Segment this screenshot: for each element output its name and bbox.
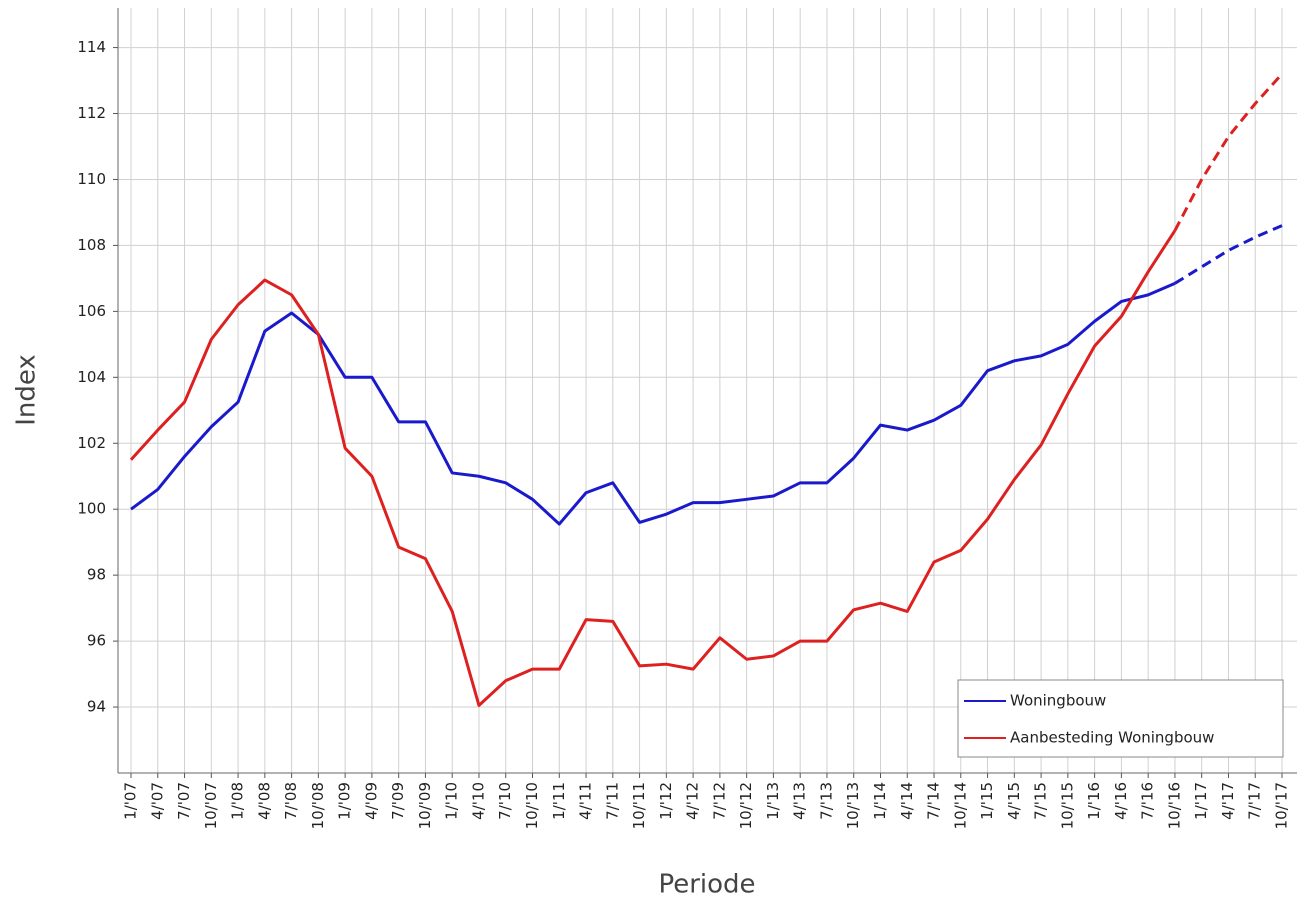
y-tick-label: 114 bbox=[77, 38, 106, 56]
x-tick-label: 10/'12 bbox=[737, 782, 755, 829]
x-tick-label: 10/'17 bbox=[1273, 782, 1291, 829]
x-tick-label: 4/'15 bbox=[1005, 782, 1023, 820]
y-tick-label: 100 bbox=[77, 500, 106, 518]
x-tick-label: 1/'15 bbox=[978, 782, 996, 820]
x-tick-label: 10/'15 bbox=[1058, 782, 1076, 829]
x-tick-label: 7/'11 bbox=[603, 782, 621, 820]
x-tick-label: 10/'14 bbox=[951, 782, 969, 829]
x-tick-label: 7/'15 bbox=[1032, 782, 1050, 820]
x-tick-label: 4/'07 bbox=[148, 782, 166, 820]
y-tick-label: 94 bbox=[87, 698, 106, 716]
x-tick-label: 10/'09 bbox=[416, 782, 434, 829]
x-tick-label: 7/'07 bbox=[175, 782, 193, 820]
x-tick-label: 1/'17 bbox=[1192, 782, 1210, 820]
x-tick-label: 7/'12 bbox=[710, 782, 728, 820]
x-tick-label: 7/'16 bbox=[1139, 782, 1157, 820]
x-tick-label: 10/'10 bbox=[523, 782, 541, 829]
x-tick-label: 10/'16 bbox=[1165, 782, 1183, 829]
x-tick-label: 4/'08 bbox=[255, 782, 273, 820]
x-tick-label: 7/'10 bbox=[496, 782, 514, 820]
legend: Woningbouw Aanbesteding Woningbouw bbox=[957, 679, 1284, 758]
series-line bbox=[130, 281, 1176, 526]
y-tick-label: 102 bbox=[77, 434, 106, 452]
legend-label: Woningbouw bbox=[1010, 692, 1106, 710]
y-tick-label: 104 bbox=[77, 368, 106, 386]
x-tick-label: 4/'13 bbox=[791, 782, 809, 820]
series-line bbox=[129, 229, 1177, 707]
x-tick-label: 1/'09 bbox=[336, 782, 354, 820]
series-line-dashed bbox=[1173, 72, 1284, 232]
x-tick-label: 1/'13 bbox=[764, 782, 782, 820]
x-tick-label: 7/'09 bbox=[389, 782, 407, 820]
x-tick-label: 7/'13 bbox=[817, 782, 835, 820]
x-tick-label: 4/'16 bbox=[1112, 782, 1130, 820]
x-tick-label: 10/'13 bbox=[844, 782, 862, 829]
x-tick-label: 4/'11 bbox=[577, 782, 595, 820]
x-tick-label: 1/'12 bbox=[657, 782, 675, 820]
legend-box bbox=[957, 679, 1284, 758]
x-tick-label: 4/'12 bbox=[684, 782, 702, 820]
y-tick-label: 112 bbox=[77, 104, 106, 122]
y-tick-label: 96 bbox=[87, 632, 106, 650]
y-tick-label: 106 bbox=[77, 302, 106, 320]
y-axis-title: Index bbox=[12, 354, 42, 426]
x-tick-label: 1/'10 bbox=[443, 782, 461, 820]
x-tick-label: 4/'09 bbox=[362, 782, 380, 820]
y-tick-label: 98 bbox=[87, 566, 106, 584]
x-tick-label: 4/'10 bbox=[469, 782, 487, 820]
y-tick-label: 108 bbox=[77, 236, 106, 254]
legend-label: Aanbesteding Woningbouw bbox=[1010, 729, 1214, 747]
x-tick-label: 7/'17 bbox=[1246, 782, 1264, 820]
series-line-dashed bbox=[1174, 224, 1283, 285]
x-tick-label: 10/'08 bbox=[309, 782, 327, 829]
x-tick-label: 7/'14 bbox=[925, 782, 943, 820]
x-axis-title: Periode bbox=[658, 870, 755, 900]
x-tick-label: 1/'07 bbox=[122, 782, 140, 820]
x-tick-label: 4/'14 bbox=[898, 782, 916, 820]
x-tick-label: 1/'16 bbox=[1085, 782, 1103, 820]
x-tick-label: 1/'11 bbox=[550, 782, 568, 820]
x-tick-label: 1/'14 bbox=[871, 782, 889, 820]
x-tick-label: 10/'07 bbox=[202, 782, 220, 829]
x-tick-label: 7/'08 bbox=[282, 782, 300, 820]
x-tick-label: 10/'11 bbox=[630, 782, 648, 829]
x-tick-label: 1/'08 bbox=[229, 782, 247, 820]
x-tick-label: 4/'17 bbox=[1219, 782, 1237, 820]
y-tick-label: 110 bbox=[77, 170, 106, 188]
